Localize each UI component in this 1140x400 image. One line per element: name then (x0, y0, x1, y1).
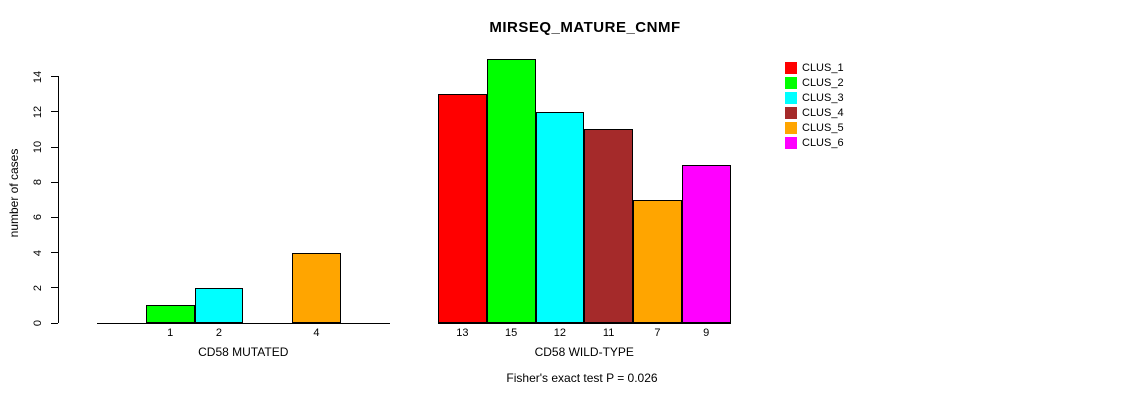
annotation-fishers-test: Fisher's exact test P = 0.026 (506, 371, 658, 385)
legend-label: CLUS_2 (802, 76, 844, 89)
y-tick-label: 2 (32, 284, 44, 291)
bar-clus_5 (633, 199, 682, 323)
y-tick-mark (51, 146, 58, 148)
legend-item: CLUS_4 (785, 105, 844, 120)
bar-clus_6 (681, 164, 731, 323)
y-tick-mark (51, 252, 58, 254)
bar-clus_3 (194, 287, 244, 323)
y-tick-label: 8 (32, 179, 44, 186)
legend-item: CLUS_6 (785, 135, 844, 150)
y-axis-line (58, 76, 59, 323)
y-tick-label: 6 (32, 214, 44, 221)
bar-value-label: 1 (167, 327, 174, 339)
bar-clus_3 (535, 111, 585, 323)
legend-label: CLUS_4 (802, 106, 844, 119)
legend-swatch (785, 76, 797, 89)
bar-value-label: 15 (505, 327, 518, 339)
y-tick-mark (51, 287, 58, 289)
bar-value-label: 2 (215, 327, 222, 339)
y-tick-label: 10 (32, 140, 44, 154)
legend-item: CLUS_2 (785, 75, 844, 90)
bar-clus_5 (292, 252, 341, 323)
legend-swatch (785, 91, 797, 104)
legend-swatch (785, 106, 797, 119)
y-tick-mark (51, 76, 58, 78)
group-label: CD58 MUTATED (198, 345, 289, 359)
bar-clus_2 (145, 305, 195, 323)
bar-value-label: 4 (313, 327, 320, 339)
bar-value-label: 9 (703, 327, 710, 339)
legend-label: CLUS_1 (802, 61, 844, 74)
legend-label: CLUS_3 (802, 91, 844, 104)
y-tick-mark (51, 216, 58, 218)
y-tick-mark (51, 181, 58, 183)
bar-value-label: 7 (654, 327, 661, 339)
x-axis-line (97, 323, 390, 324)
y-tick-label: 4 (32, 249, 44, 256)
bar-value-label: 12 (553, 327, 566, 339)
legend-swatch (785, 121, 797, 134)
legend: CLUS_1 CLUS_2 CLUS_3 CLUS_4 CLUS_5 CLUS_6 (785, 60, 844, 150)
y-tick-mark (51, 322, 58, 324)
chart-title: MIRSEQ_MATURE_CNMF (489, 19, 681, 36)
y-tick-label: 14 (32, 70, 44, 83)
y-tick-label: 12 (32, 105, 44, 118)
bar-clus_1 (438, 94, 487, 323)
bar-clus_4 (584, 129, 633, 323)
legend-label: CLUS_5 (802, 121, 844, 134)
bar-clus_2 (486, 59, 536, 323)
y-axis-label: number of cases (7, 148, 21, 238)
legend-swatch (785, 136, 797, 149)
y-tick-label: 0 (32, 319, 44, 327)
group-label: CD58 WILD-TYPE (534, 345, 634, 359)
y-tick-mark (51, 111, 58, 113)
x-axis-line (438, 323, 731, 324)
legend-item: CLUS_1 (785, 60, 844, 75)
legend-swatch (785, 61, 797, 74)
bar-value-label: 13 (456, 327, 469, 339)
legend-item: CLUS_3 (785, 90, 844, 105)
legend-item: CLUS_5 (785, 120, 844, 135)
bar-value-label: 11 (602, 327, 615, 339)
legend-label: CLUS_6 (802, 136, 844, 149)
